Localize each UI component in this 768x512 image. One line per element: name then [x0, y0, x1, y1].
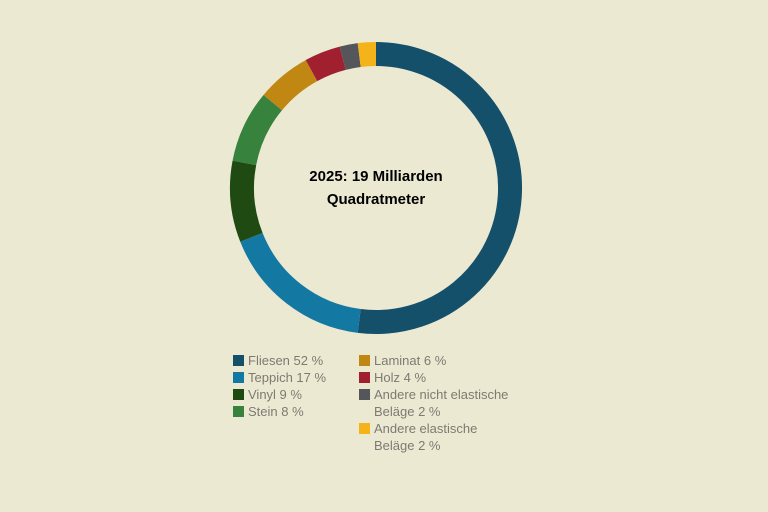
legend-item: Andere elastische Beläge 2 % — [359, 420, 534, 454]
legend-swatch-laminat — [359, 355, 370, 366]
legend-label: Vinyl 9 % — [248, 387, 302, 402]
legend-swatch-teppich — [233, 372, 244, 383]
legend-label: Stein 8 % — [248, 404, 304, 419]
legend-swatch-andere-nicht-elastische-bel-ge — [359, 389, 370, 400]
legend-item: Laminat 6 % — [359, 352, 534, 369]
legend-column-1: Fliesen 52 % Teppich 17 % Vinyl 9 % Stein 8… — [233, 352, 359, 420]
legend-column-2: Laminat 6 % Holz 4 % Andere nicht elastisc… — [359, 352, 534, 454]
donut-segment-andere-elastische-bel-ge — [357, 42, 377, 67]
donut-chart — [230, 42, 523, 334]
chart-legend: Fliesen 52 % Teppich 17 % Vinyl 9 % Stein 8… — [233, 352, 534, 454]
legend-swatch-andere-elastische-bel-ge — [359, 423, 370, 434]
donut-segment-andere-nicht-elastische-bel-ge — [339, 43, 361, 70]
donut-segment-laminat — [263, 60, 318, 111]
legend-label: Andere nicht elastische Beläge 2 % — [374, 387, 509, 419]
legend-item: Vinyl 9 % — [233, 386, 359, 403]
donut-segment-stein — [232, 94, 283, 166]
legend-item: Fliesen 52 % — [233, 352, 359, 369]
donut-segment-teppich — [240, 232, 362, 333]
center-label-line2: Quadratmeter — [326, 191, 426, 208]
legend-swatch-stein — [233, 406, 244, 417]
legend-swatch-fliesen — [233, 355, 244, 366]
legend-swatch-holz — [359, 372, 370, 383]
legend-swatch-vinyl — [233, 389, 244, 400]
donut-segment-fliesen — [357, 42, 523, 334]
legend-item: Stein 8 % — [233, 403, 359, 420]
legend-item: Holz 4 % — [359, 369, 534, 386]
legend-label: Holz 4 % — [374, 370, 427, 385]
legend-item: Andere nicht elastische Beläge 2 % — [359, 386, 534, 420]
legend-label: Teppich 17 % — [248, 370, 327, 385]
donut-segment-holz — [305, 46, 346, 82]
legend-label: Fliesen 52 % — [248, 353, 324, 368]
donut-segment-vinyl — [230, 160, 263, 242]
legend-item: Teppich 17 % — [233, 369, 359, 386]
center-label-line1: 2025: 19 Milliarden — [309, 168, 443, 185]
legend-label: Laminat 6 % — [374, 353, 447, 368]
legend-label: Andere elastische Beläge 2 % — [374, 421, 478, 453]
donut-center-label: 2025: 19 Milliarden Quadratmeter — [226, 38, 526, 338]
